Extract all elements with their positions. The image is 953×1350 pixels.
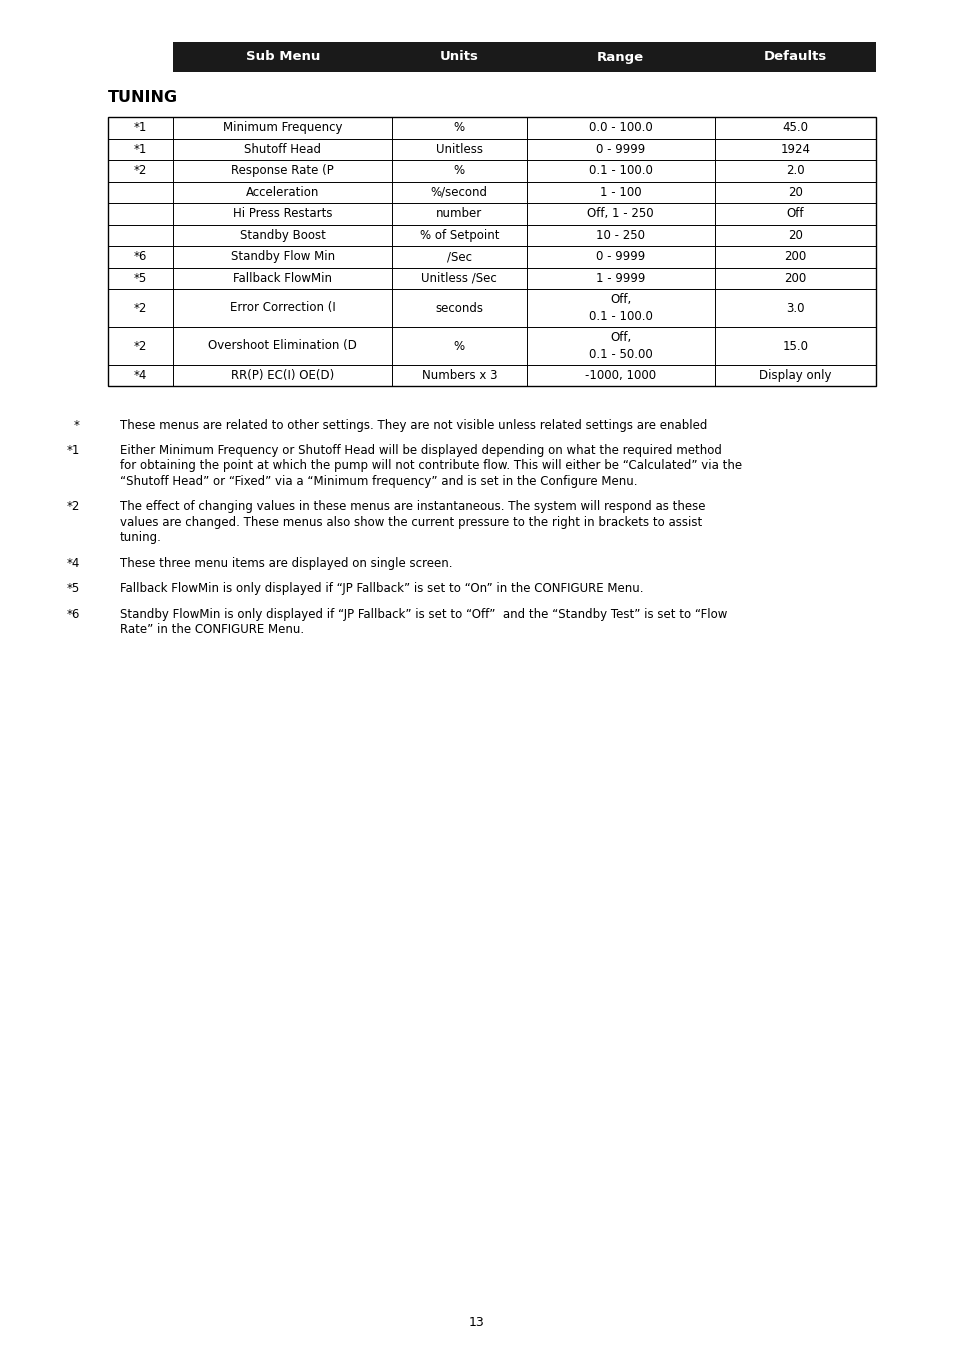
Text: 200: 200 (783, 250, 805, 263)
Text: Off,
0.1 - 50.00: Off, 0.1 - 50.00 (588, 331, 652, 360)
Text: Error Correction (I: Error Correction (I (230, 301, 335, 315)
Text: *1: *1 (133, 143, 147, 155)
Text: *1: *1 (133, 122, 147, 134)
Text: Standby FlowMin is only displayed if “JP Fallback” is set to “Off”  and the “Sta: Standby FlowMin is only displayed if “JP… (120, 608, 726, 621)
Text: number: number (436, 208, 482, 220)
Text: seconds: seconds (435, 301, 483, 315)
Text: These three menu items are displayed on single screen.: These three menu items are displayed on … (120, 558, 452, 570)
Text: %: % (454, 122, 464, 134)
Text: *: * (74, 418, 80, 432)
Text: 20: 20 (787, 228, 802, 242)
Text: *2: *2 (133, 301, 147, 315)
Text: 1 - 9999: 1 - 9999 (596, 271, 644, 285)
Text: Sub Menu: Sub Menu (245, 50, 319, 63)
Text: Response Rate (P: Response Rate (P (231, 165, 334, 177)
Text: 0.1 - 100.0: 0.1 - 100.0 (588, 165, 652, 177)
Text: 2.0: 2.0 (785, 165, 803, 177)
Bar (173, 42, 875, 72)
Text: Either Minimum Frequency or Shutoff Head will be displayed depending on what the: Either Minimum Frequency or Shutoff Head… (120, 444, 721, 458)
Text: Display only: Display only (759, 370, 831, 382)
Text: TUNING: TUNING (108, 90, 178, 105)
Text: 15.0: 15.0 (781, 339, 807, 352)
Text: Unitless: Unitless (436, 143, 482, 155)
Text: *4: *4 (133, 370, 147, 382)
Text: -1000, 1000: -1000, 1000 (584, 370, 656, 382)
Text: Hi Press Restarts: Hi Press Restarts (233, 208, 333, 220)
Text: %: % (454, 165, 464, 177)
Text: Standby Flow Min: Standby Flow Min (231, 250, 335, 263)
Text: Overshoot Elimination (D: Overshoot Elimination (D (208, 339, 356, 352)
Text: Off, 1 - 250: Off, 1 - 250 (587, 208, 653, 220)
Text: Shutoff Head: Shutoff Head (244, 143, 321, 155)
Text: Off,
0.1 - 100.0: Off, 0.1 - 100.0 (588, 293, 652, 323)
Text: 3.0: 3.0 (785, 301, 803, 315)
Text: *1: *1 (67, 444, 80, 458)
Text: 1924: 1924 (780, 143, 809, 155)
Text: *6: *6 (133, 250, 147, 263)
Text: 45.0: 45.0 (781, 122, 807, 134)
Text: 1 - 100: 1 - 100 (599, 186, 640, 198)
Text: Defaults: Defaults (763, 50, 826, 63)
Text: 200: 200 (783, 271, 805, 285)
Text: %: % (454, 339, 464, 352)
Text: 0 - 9999: 0 - 9999 (596, 250, 644, 263)
Text: %/second: %/second (431, 186, 487, 198)
Text: Fallback FlowMin: Fallback FlowMin (233, 271, 332, 285)
Text: 0.0 - 100.0: 0.0 - 100.0 (588, 122, 652, 134)
Text: *4: *4 (67, 558, 80, 570)
Text: *2: *2 (133, 165, 147, 177)
Text: Fallback FlowMin is only displayed if “JP Fallback” is set to “On” in the CONFIG: Fallback FlowMin is only displayed if “J… (120, 582, 643, 595)
Bar (108, 117, 875, 386)
Text: Off: Off (786, 208, 803, 220)
Text: The effect of changing values in these menus are instantaneous. The system will : The effect of changing values in these m… (120, 501, 705, 513)
Text: for obtaining the point at which the pump will not contribute flow. This will ei: for obtaining the point at which the pum… (120, 459, 741, 472)
Text: *2: *2 (67, 501, 80, 513)
Text: Rate” in the CONFIGURE Menu.: Rate” in the CONFIGURE Menu. (120, 624, 304, 636)
Text: Numbers x 3: Numbers x 3 (421, 370, 497, 382)
Text: values are changed. These menus also show the current pressure to the right in b: values are changed. These menus also sho… (120, 516, 701, 529)
Text: Acceleration: Acceleration (246, 186, 319, 198)
Text: RR(P) EC(I) OE(D): RR(P) EC(I) OE(D) (231, 370, 334, 382)
Text: *6: *6 (67, 608, 80, 621)
Text: % of Setpoint: % of Setpoint (419, 228, 498, 242)
Text: Standby Boost: Standby Boost (239, 228, 325, 242)
Text: tuning.: tuning. (120, 532, 162, 544)
Text: *5: *5 (133, 271, 147, 285)
Text: 10 - 250: 10 - 250 (596, 228, 644, 242)
Text: 20: 20 (787, 186, 802, 198)
Text: Range: Range (597, 50, 643, 63)
Text: These menus are related to other settings. They are not visible unless related s: These menus are related to other setting… (120, 418, 706, 432)
Text: 0 - 9999: 0 - 9999 (596, 143, 644, 155)
Text: 13: 13 (469, 1315, 484, 1328)
Text: *2: *2 (133, 339, 147, 352)
Text: Minimum Frequency: Minimum Frequency (223, 122, 342, 134)
Text: Units: Units (439, 50, 478, 63)
Text: Unitless /Sec: Unitless /Sec (421, 271, 497, 285)
Text: /Sec: /Sec (446, 250, 472, 263)
Text: “Shutoff Head” or “Fixed” via a “Minimum frequency” and is set in the Configure : “Shutoff Head” or “Fixed” via a “Minimum… (120, 475, 637, 487)
Text: *5: *5 (67, 582, 80, 595)
